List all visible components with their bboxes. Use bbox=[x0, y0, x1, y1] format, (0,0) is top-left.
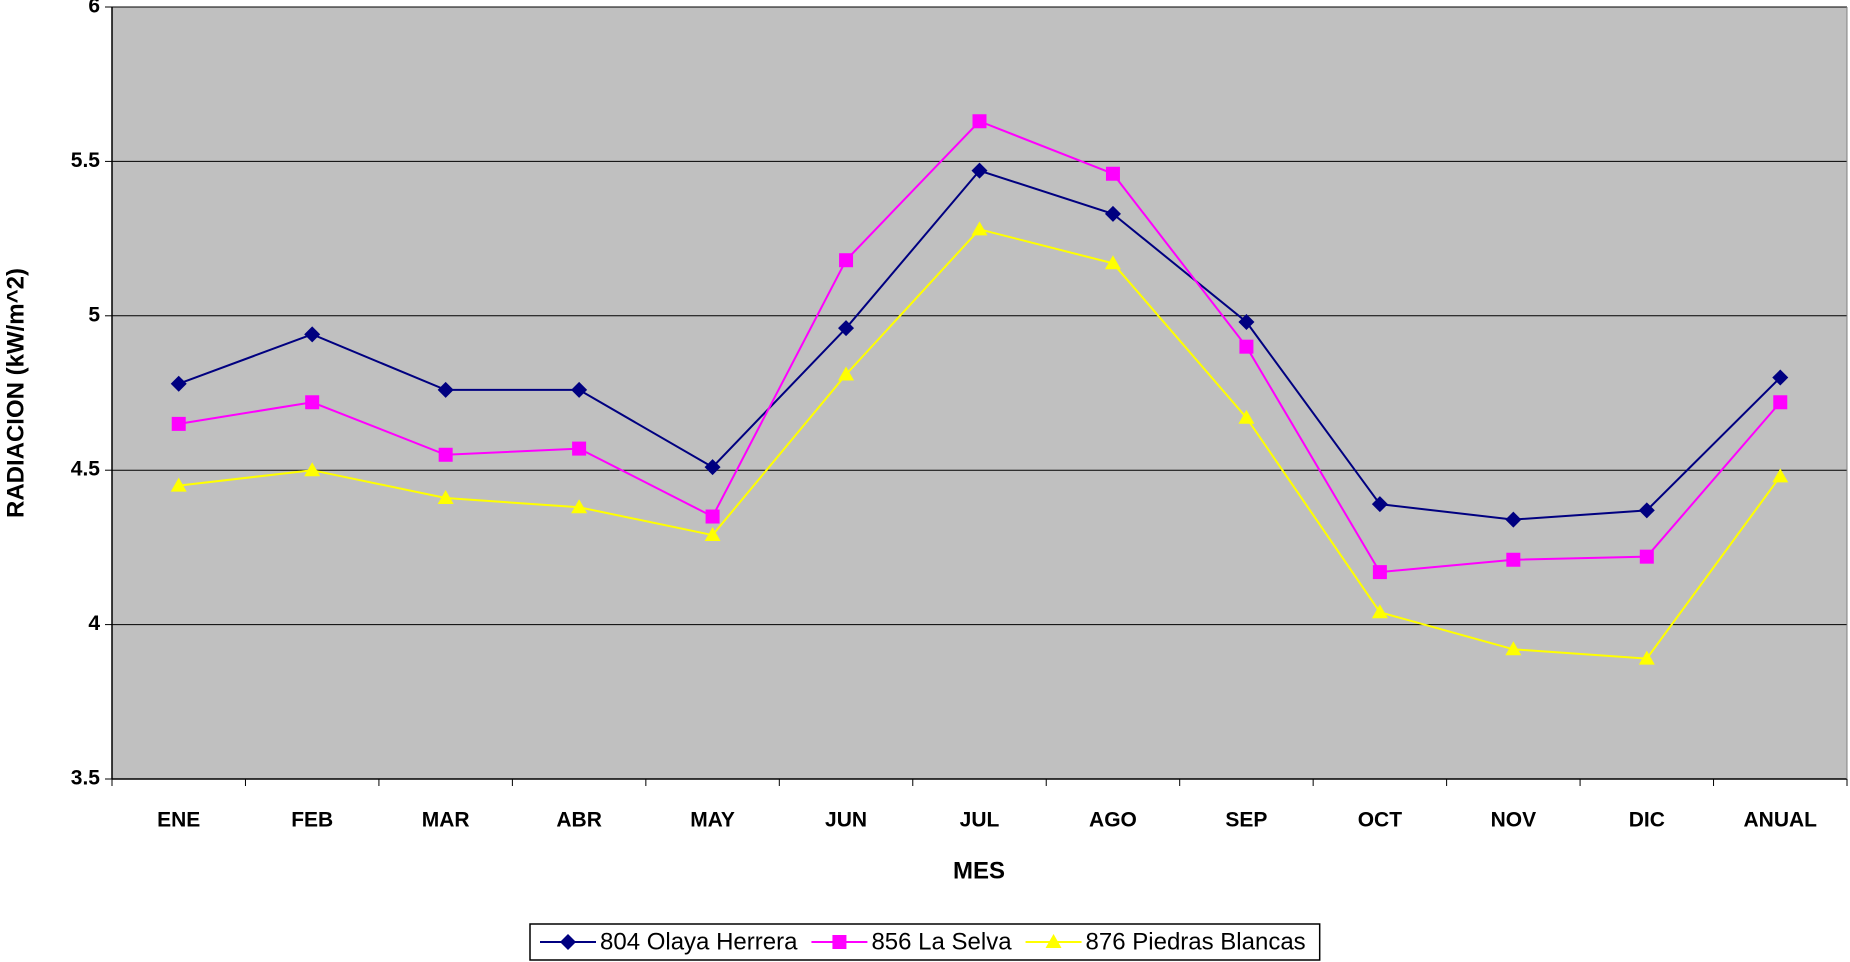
marker bbox=[437, 489, 454, 504]
legend-label: 856 La Selva bbox=[871, 928, 1012, 955]
marker bbox=[1639, 549, 1654, 564]
marker bbox=[438, 447, 453, 462]
marker bbox=[971, 221, 988, 236]
x-tick-label: ANUAL bbox=[1744, 809, 1818, 832]
marker bbox=[1238, 313, 1255, 330]
marker bbox=[839, 253, 854, 268]
x-tick-label: AGO bbox=[1089, 809, 1137, 832]
marker bbox=[304, 326, 321, 343]
marker bbox=[705, 509, 720, 524]
x-tick-label: FEB bbox=[291, 809, 333, 832]
x-tick-label: JUN bbox=[825, 809, 867, 832]
legend-label: 876 Piedras Blancas bbox=[1086, 928, 1306, 955]
marker bbox=[1104, 255, 1121, 270]
x-tick-label: JUL bbox=[960, 809, 1000, 832]
marker bbox=[971, 162, 988, 179]
marker bbox=[1505, 511, 1522, 528]
marker bbox=[1372, 565, 1387, 580]
marker bbox=[972, 114, 987, 129]
marker bbox=[1772, 468, 1789, 483]
y-tick-label: 3.5 bbox=[71, 767, 101, 790]
x-axis-title: MES bbox=[953, 857, 1005, 884]
marker bbox=[838, 320, 855, 337]
y-tick-label: 4 bbox=[88, 612, 100, 635]
marker bbox=[571, 381, 588, 398]
y-axis-title: RADIACION (kW/m^2) bbox=[2, 268, 29, 518]
marker bbox=[1371, 496, 1388, 513]
x-tick-label: MAY bbox=[690, 809, 735, 832]
marker bbox=[704, 527, 721, 542]
x-tick-label: ENE bbox=[157, 809, 200, 832]
marker bbox=[832, 935, 847, 949]
marker bbox=[437, 381, 454, 398]
marker bbox=[171, 416, 186, 431]
marker bbox=[170, 375, 187, 392]
plot-area bbox=[112, 7, 1847, 779]
x-tick-label: MAR bbox=[422, 809, 470, 832]
marker bbox=[704, 459, 721, 476]
x-tick-label: NOV bbox=[1491, 809, 1537, 832]
marker bbox=[1506, 552, 1521, 567]
marker bbox=[1105, 166, 1120, 181]
marker bbox=[1045, 934, 1062, 948]
legend-label: 804 Olaya Herrera bbox=[600, 928, 798, 955]
y-tick-label: 4.5 bbox=[71, 458, 101, 481]
y-tick-label: 5.5 bbox=[71, 149, 101, 172]
marker bbox=[1772, 369, 1789, 386]
marker bbox=[572, 441, 587, 456]
marker bbox=[305, 395, 320, 410]
marker bbox=[1638, 650, 1655, 665]
marker bbox=[1505, 641, 1522, 656]
marker bbox=[560, 934, 576, 950]
legend-box bbox=[529, 923, 1321, 961]
marker bbox=[571, 499, 588, 514]
marker bbox=[1773, 395, 1788, 410]
marker bbox=[1238, 409, 1255, 424]
y-tick-label: 5 bbox=[88, 303, 100, 326]
marker bbox=[1239, 339, 1254, 354]
y-tick-label: 6 bbox=[88, 0, 100, 18]
x-tick-label: ABR bbox=[556, 809, 602, 832]
x-tick-label: DIC bbox=[1629, 809, 1665, 832]
marker bbox=[304, 462, 321, 477]
x-tick-label: OCT bbox=[1358, 809, 1403, 832]
marker bbox=[1104, 205, 1121, 222]
x-tick-label: SEP bbox=[1225, 809, 1267, 832]
marker bbox=[1371, 604, 1388, 619]
legend: 804 Olaya Herrera 856 La Selva 876 Piedras… bbox=[529, 923, 1321, 961]
marker bbox=[170, 477, 187, 492]
marker bbox=[838, 366, 855, 381]
marker bbox=[1638, 502, 1655, 519]
